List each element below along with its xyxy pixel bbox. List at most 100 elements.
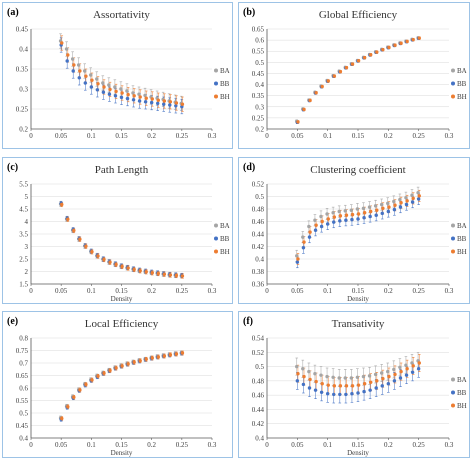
data-point-bh — [326, 217, 330, 221]
y-tick-label: 3.5 — [19, 231, 28, 239]
data-point-bh — [344, 65, 349, 70]
chart-local-efficiency: (e) Local Efficiency 0.4 0.45 0.5 0.55 0.6 0.65… — [7, 316, 217, 457]
x-tick-label: 0.05 — [55, 441, 68, 449]
y-tick-label: 0.35 — [16, 66, 29, 74]
y-tick-label: 0.48 — [252, 206, 265, 214]
data-point-bh — [174, 273, 179, 278]
data-point-bb — [95, 88, 100, 92]
chart-global-efficiency: (b) Global Efficiency 0.2 0.25 0.3 0.35 0.4 0.4… — [243, 7, 467, 140]
panel-label: (c) — [7, 162, 18, 173]
data-point-ba — [337, 209, 341, 214]
data-point-bh — [156, 271, 160, 276]
data-point-bb — [113, 94, 118, 98]
data-point-bb — [416, 367, 421, 371]
legend-label: BA — [220, 67, 230, 75]
data-point-bb — [344, 218, 348, 222]
data-point-bh — [381, 47, 385, 52]
x-tick-label: 0.25 — [176, 441, 189, 449]
data-point-bh — [387, 374, 391, 379]
legend-marker-bh — [451, 249, 455, 254]
data-point-bb — [168, 103, 172, 107]
legend-label: BA — [220, 222, 230, 230]
data-point-ba — [95, 77, 99, 81]
data-point-bb — [77, 76, 81, 80]
data-point-bb — [131, 98, 136, 102]
data-point-bh — [417, 36, 421, 40]
data-point-bh — [369, 53, 373, 57]
y-tick-label: 2.5 — [19, 256, 28, 264]
x-tick-label: 0.05 — [291, 132, 304, 140]
x-tick-label: 0.05 — [55, 132, 68, 140]
data-point-bh — [60, 41, 64, 45]
data-point-bh — [393, 203, 397, 207]
data-point-bh — [375, 379, 379, 383]
data-point-bh — [144, 357, 148, 361]
data-point-bh — [126, 266, 130, 270]
data-point-bh — [78, 388, 82, 392]
x-tick-label: 0.25 — [413, 287, 426, 295]
y-tick-label: 0.4 — [255, 435, 264, 443]
legend-marker-bb — [451, 81, 455, 86]
x-tick-label: 0.3 — [445, 132, 454, 140]
data-point-bb — [362, 389, 366, 394]
y-tick-label: 0.54 — [252, 335, 265, 343]
data-point-bb — [404, 202, 409, 207]
x-tick-label: 0.3 — [208, 132, 217, 140]
data-point-bh — [102, 371, 106, 375]
data-point-bb — [119, 95, 124, 100]
data-point-bb — [392, 207, 397, 212]
data-point-ba — [301, 367, 305, 371]
data-point-bb — [386, 209, 391, 214]
panel-label: (d) — [243, 162, 255, 173]
legend-marker-bb — [214, 81, 218, 86]
data-point-bh — [296, 257, 300, 261]
data-point-ba — [410, 361, 414, 365]
data-point-ba — [331, 211, 335, 215]
data-point-bh — [314, 223, 318, 227]
x-tick-label: 0.3 — [445, 287, 454, 295]
data-point-bb — [374, 386, 378, 390]
y-tick-label: 0.25 — [252, 114, 265, 122]
data-point-bb — [156, 101, 160, 106]
data-point-bh — [296, 372, 300, 376]
panel-label: (e) — [7, 316, 18, 327]
data-point-bh — [326, 383, 330, 387]
data-point-bh — [393, 43, 397, 47]
data-point-bh — [350, 384, 355, 388]
y-tick-label: 5.5 — [19, 181, 28, 189]
data-point-bh — [108, 368, 112, 373]
data-point-bh — [356, 383, 361, 387]
data-point-bb — [83, 81, 88, 85]
legend-label: BB — [220, 235, 230, 243]
x-tick-label: 0 — [265, 287, 269, 295]
legend-marker-bh — [451, 94, 455, 99]
data-point-bh — [362, 382, 367, 386]
x-tick-label: 0.25 — [176, 132, 189, 140]
data-point-bh — [120, 364, 124, 368]
data-point-ba — [325, 374, 329, 379]
legend-label: BB — [220, 80, 230, 88]
x-axis-label: Density — [347, 449, 369, 457]
data-point-bh — [60, 416, 64, 421]
data-point-bh — [381, 377, 385, 381]
data-point-bb — [332, 220, 336, 224]
data-point-ba — [125, 89, 129, 93]
data-point-bb — [410, 200, 415, 204]
y-tick-label: 0.35 — [252, 92, 265, 100]
data-point-bh — [120, 264, 124, 269]
y-tick-label: 0.3 — [255, 103, 264, 111]
data-point-bh — [132, 94, 136, 98]
legend-marker-bb — [214, 236, 218, 241]
data-point-bh — [96, 82, 100, 86]
data-point-ba — [143, 93, 147, 98]
legend-label: BH — [457, 248, 467, 256]
y-tick-label: 0.44 — [252, 231, 265, 239]
y-tick-label: 0.65 — [252, 26, 265, 34]
data-point-bh — [96, 254, 100, 258]
data-point-ba — [404, 363, 408, 367]
data-point-ba — [295, 364, 299, 369]
x-tick-label: 0.3 — [208, 287, 217, 295]
data-point-ba — [373, 372, 378, 377]
legend-label: BB — [457, 235, 467, 243]
data-point-ba — [70, 57, 75, 61]
